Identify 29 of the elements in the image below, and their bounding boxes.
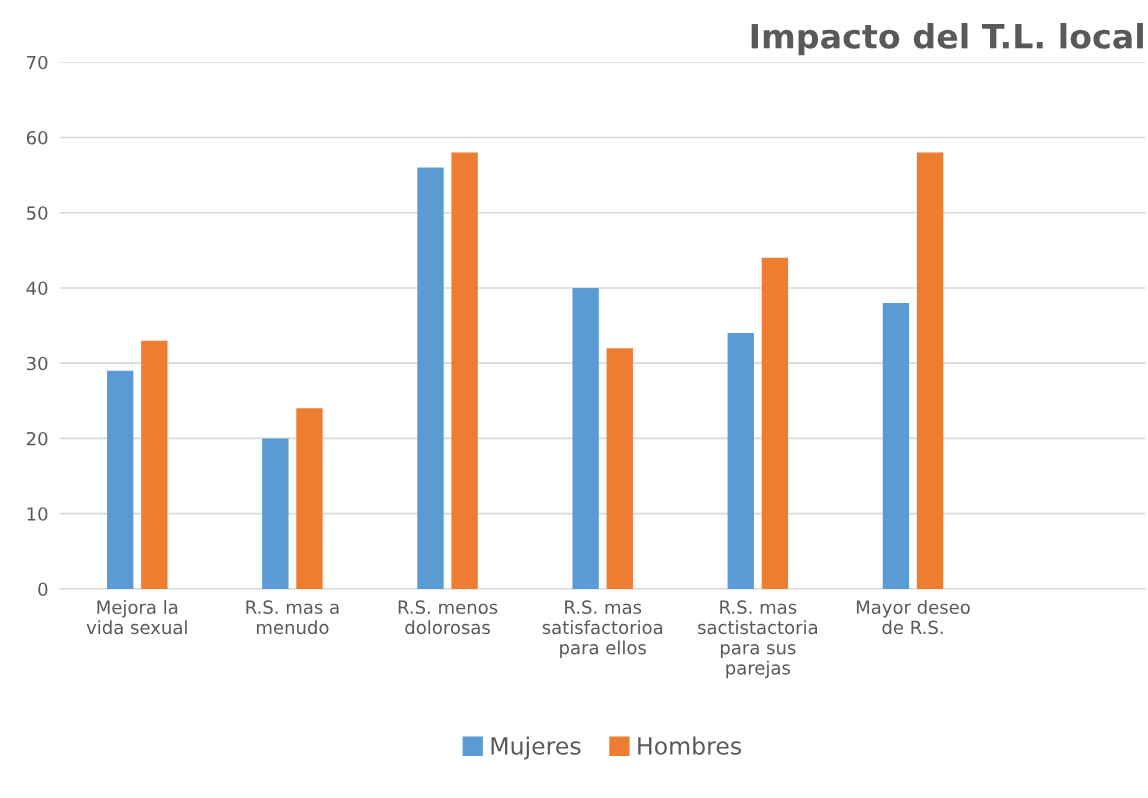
y-tick-label: 30 xyxy=(26,356,48,371)
x-tick-label: R.S. mas a menudo xyxy=(246,600,339,635)
y-tick-label: 60 xyxy=(26,130,48,145)
bar xyxy=(882,303,910,589)
y-tick-label: 10 xyxy=(27,507,48,521)
legend-label: Mujeres xyxy=(491,736,581,760)
bar xyxy=(451,152,478,589)
bar xyxy=(916,152,944,589)
bar xyxy=(417,167,444,589)
y-tick-label: 20 xyxy=(26,431,48,446)
bar xyxy=(107,370,134,589)
bar xyxy=(606,348,633,589)
bar xyxy=(761,257,789,589)
y-tick-label: 50 xyxy=(27,206,48,220)
x-tick-label: Mayor deseo de R.S. xyxy=(856,600,970,635)
y-tick-label: 40 xyxy=(26,281,48,296)
x-tick-label: R.S. mas sactistactoria para sus parejas xyxy=(698,600,818,679)
y-tick-label: 0 xyxy=(38,582,48,597)
x-tick-label: Mejora la vida sexual xyxy=(86,600,187,635)
y-tick-label: 70 xyxy=(27,55,48,70)
legend-label: Hombres xyxy=(638,736,741,755)
bar xyxy=(262,438,289,589)
bar xyxy=(727,333,754,589)
bar xyxy=(296,408,323,589)
x-tick-label: R.S. mas satisfactorioa para ellos xyxy=(542,600,663,658)
bar xyxy=(572,287,599,589)
x-tick-label: R.S. menos dolorosas xyxy=(398,600,498,635)
chart-title: Impacto del T.L. local xyxy=(751,23,1143,56)
bar xyxy=(141,340,168,589)
